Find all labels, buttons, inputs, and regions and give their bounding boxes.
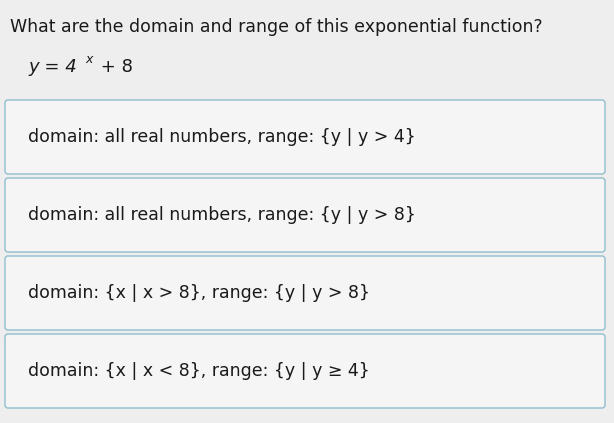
FancyBboxPatch shape <box>5 334 605 408</box>
Text: domain: all real numbers, range: {y | y > 8}: domain: all real numbers, range: {y | y … <box>28 206 416 224</box>
FancyBboxPatch shape <box>5 256 605 330</box>
Text: + 8: + 8 <box>95 58 133 76</box>
Text: domain: all real numbers, range: {y | y > 4}: domain: all real numbers, range: {y | y … <box>28 128 416 146</box>
Text: What are the domain and range of this exponential function?: What are the domain and range of this ex… <box>10 18 543 36</box>
Text: domain: {x | x < 8}, range: {y | y ≥ 4}: domain: {x | x < 8}, range: {y | y ≥ 4} <box>28 362 370 380</box>
FancyBboxPatch shape <box>5 100 605 174</box>
Text: domain: {x | x > 8}, range: {y | y > 8}: domain: {x | x > 8}, range: {y | y > 8} <box>28 284 370 302</box>
Text: y = 4: y = 4 <box>28 58 77 76</box>
Text: x: x <box>85 53 92 66</box>
FancyBboxPatch shape <box>5 178 605 252</box>
